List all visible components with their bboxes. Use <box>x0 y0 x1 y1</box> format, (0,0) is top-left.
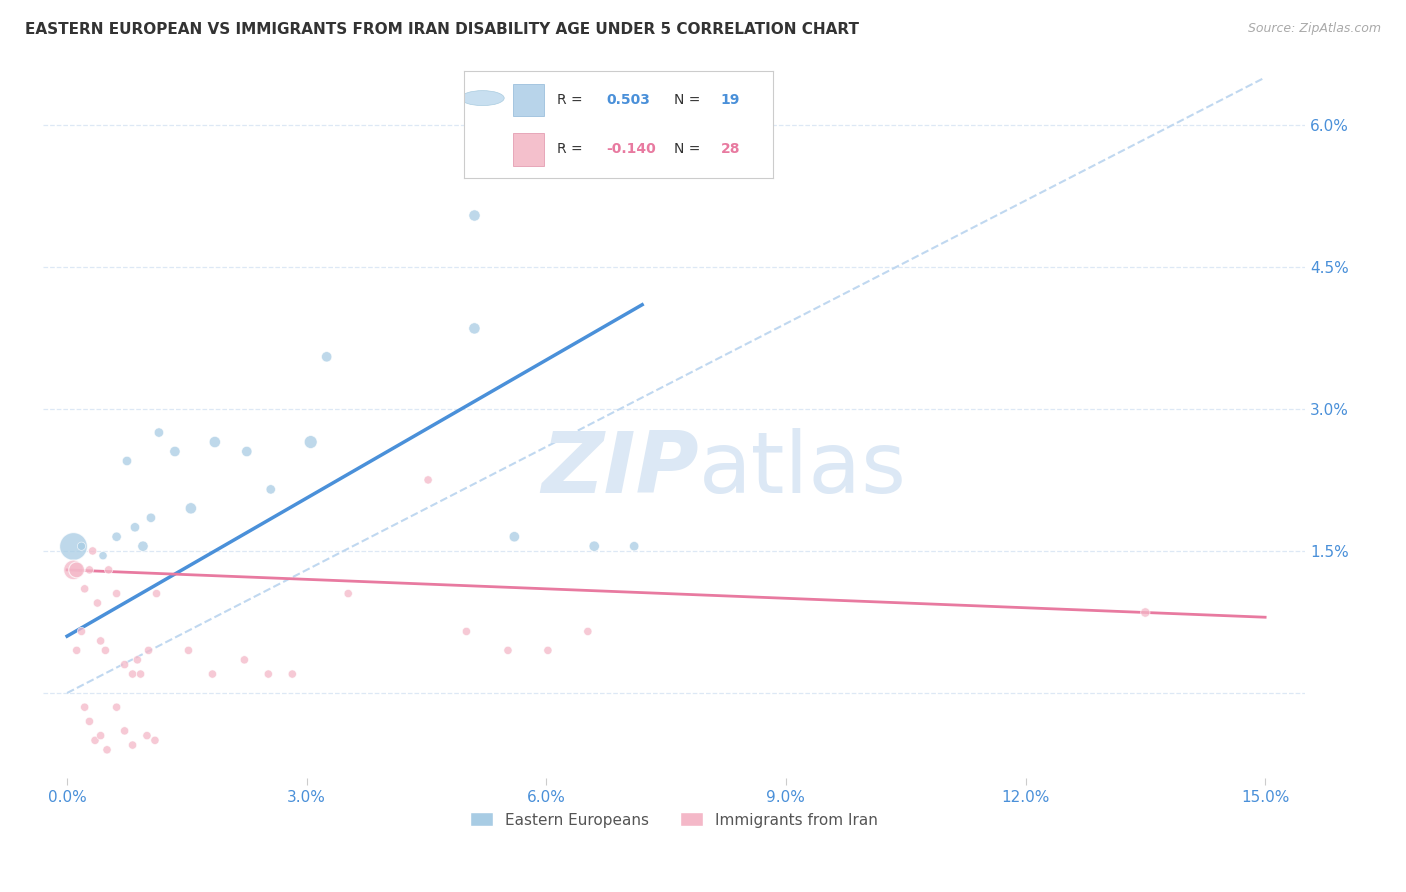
Point <box>623 539 645 553</box>
Point <box>143 733 166 747</box>
Point <box>66 563 89 577</box>
Text: R =: R = <box>557 143 586 156</box>
Point <box>201 667 224 681</box>
Point <box>73 700 96 714</box>
Point <box>138 643 160 657</box>
Point <box>257 667 280 681</box>
Point <box>73 582 96 596</box>
Point <box>62 539 84 553</box>
Text: -0.140: -0.140 <box>606 143 657 156</box>
Point <box>576 624 599 639</box>
Point <box>82 544 104 558</box>
Point <box>148 425 170 440</box>
Point <box>163 444 186 458</box>
Text: N =: N = <box>675 94 704 107</box>
Point <box>105 530 128 544</box>
Point <box>129 667 152 681</box>
Point <box>1135 606 1157 620</box>
Point <box>121 667 143 681</box>
Point <box>70 624 93 639</box>
Point <box>66 643 89 657</box>
Point <box>84 733 107 747</box>
Point <box>132 539 155 553</box>
Bar <box>513 134 544 166</box>
Point <box>86 596 108 610</box>
Point <box>94 643 117 657</box>
Point <box>97 563 120 577</box>
Circle shape <box>461 91 505 105</box>
Point <box>583 539 606 553</box>
Point <box>90 729 112 743</box>
Point <box>260 483 283 497</box>
Point <box>136 729 159 743</box>
Point <box>233 653 256 667</box>
Point <box>79 714 101 729</box>
Point <box>281 667 304 681</box>
Point <box>145 586 167 600</box>
Point <box>105 586 128 600</box>
Text: 0.503: 0.503 <box>606 94 650 107</box>
Point <box>124 520 146 534</box>
Text: EASTERN EUROPEAN VS IMMIGRANTS FROM IRAN DISABILITY AGE UNDER 5 CORRELATION CHAR: EASTERN EUROPEAN VS IMMIGRANTS FROM IRAN… <box>25 22 859 37</box>
Point <box>114 723 136 738</box>
Text: 28: 28 <box>721 143 740 156</box>
Text: Source: ZipAtlas.com: Source: ZipAtlas.com <box>1247 22 1381 36</box>
Point <box>115 454 138 468</box>
Text: N =: N = <box>675 143 704 156</box>
Point <box>463 321 485 335</box>
Point <box>463 208 485 222</box>
Point <box>121 738 143 752</box>
Text: atlas: atlas <box>699 428 907 511</box>
Bar <box>513 84 544 116</box>
Point <box>299 435 322 450</box>
Point <box>236 444 259 458</box>
Point <box>70 539 93 553</box>
Point <box>204 435 226 450</box>
Point <box>79 563 101 577</box>
Point <box>127 653 149 667</box>
Text: 19: 19 <box>721 94 740 107</box>
Point <box>96 743 118 757</box>
Legend: Eastern Europeans, Immigrants from Iran: Eastern Europeans, Immigrants from Iran <box>464 806 884 834</box>
Text: ZIP: ZIP <box>541 428 699 511</box>
Point <box>337 586 360 600</box>
Point <box>537 643 560 657</box>
Point <box>91 549 114 563</box>
Text: R =: R = <box>557 94 586 107</box>
Point <box>496 643 519 657</box>
Point <box>62 563 84 577</box>
Point <box>503 530 526 544</box>
Point <box>180 501 202 516</box>
Point <box>416 473 439 487</box>
Point <box>177 643 200 657</box>
Point <box>105 700 128 714</box>
Point <box>114 657 136 672</box>
Point <box>90 634 112 648</box>
Point <box>315 350 337 364</box>
Point <box>456 624 478 639</box>
Point <box>139 510 162 524</box>
